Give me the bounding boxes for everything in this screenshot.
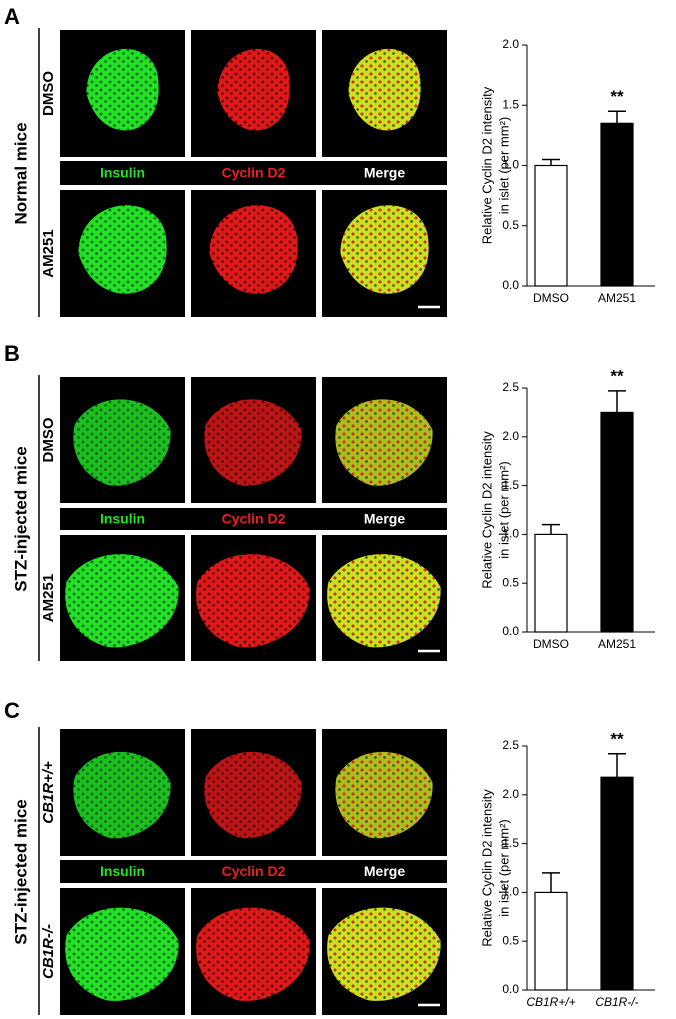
y-tick-label: 0.0 bbox=[502, 624, 519, 638]
y-tick-label: 1.0 bbox=[502, 527, 519, 541]
y-tick-label: 2.5 bbox=[502, 380, 519, 394]
bar bbox=[534, 533, 568, 633]
y-tick-label: 2.0 bbox=[502, 429, 519, 443]
x-tick-label: DMSO bbox=[533, 291, 569, 305]
bar bbox=[534, 164, 568, 287]
row-label: DMSO bbox=[40, 71, 57, 116]
y-tick-label: 1.5 bbox=[502, 478, 519, 492]
group-label: STZ-injected mice bbox=[11, 446, 30, 591]
islet-texture bbox=[209, 205, 298, 294]
row-label: CB1R+/+ bbox=[40, 761, 57, 824]
y-tick-label: 0.5 bbox=[502, 933, 519, 947]
channel-label: Cyclin D2 bbox=[222, 165, 286, 181]
y-tick-label: 2.0 bbox=[502, 787, 519, 801]
y-tick-label: 2.5 bbox=[502, 738, 519, 752]
islet-texture bbox=[217, 48, 290, 131]
channel-bar bbox=[60, 161, 447, 185]
islet-texture bbox=[348, 48, 421, 131]
y-axis-title: Relative Cyclin D2 intensity bbox=[479, 789, 494, 947]
islet-texture bbox=[86, 48, 159, 131]
islet-texture bbox=[204, 751, 302, 839]
islet-texture bbox=[327, 907, 441, 1001]
islet-texture bbox=[335, 751, 433, 839]
islet-texture bbox=[335, 399, 433, 486]
significance: ** bbox=[610, 87, 624, 106]
islet-texture bbox=[196, 907, 310, 1001]
y-axis-title: Relative Cyclin D2 intensity bbox=[479, 86, 494, 244]
islet-texture bbox=[340, 205, 429, 294]
channel-bar bbox=[60, 508, 447, 530]
channel-label: Cyclin D2 bbox=[222, 511, 286, 527]
channel-label: Merge bbox=[364, 863, 405, 879]
y-axis-title: in islet (per mm²) bbox=[496, 461, 511, 559]
channel-bar bbox=[60, 860, 447, 883]
channel-label: Cyclin D2 bbox=[222, 863, 286, 879]
group-label: STZ-injected mice bbox=[11, 799, 30, 944]
channel-label: Merge bbox=[364, 511, 405, 527]
x-tick-label: AM251 bbox=[598, 291, 636, 305]
bar bbox=[534, 891, 568, 991]
channel-label: Merge bbox=[364, 165, 405, 181]
y-tick-label: 1.0 bbox=[502, 158, 519, 172]
islet-texture bbox=[327, 554, 441, 648]
channel-label: Insulin bbox=[100, 511, 145, 527]
bar bbox=[600, 411, 634, 633]
x-tick-label: CB1R+/+ bbox=[526, 995, 575, 1009]
significance: ** bbox=[610, 729, 624, 748]
row-label: AM251 bbox=[40, 229, 57, 277]
bar bbox=[600, 776, 634, 991]
channel-label: Insulin bbox=[100, 165, 145, 181]
y-tick-label: 0.5 bbox=[502, 575, 519, 589]
x-tick-label: AM251 bbox=[598, 637, 636, 651]
y-tick-label: 0.0 bbox=[502, 278, 519, 292]
panel-letter: A bbox=[4, 4, 20, 29]
x-tick-label: CB1R-/- bbox=[595, 995, 638, 1009]
islet-texture bbox=[78, 205, 167, 294]
y-tick-label: 1.0 bbox=[502, 885, 519, 899]
x-tick-label: DMSO bbox=[533, 637, 569, 651]
group-label: Normal mice bbox=[11, 122, 30, 224]
islet-texture bbox=[65, 554, 179, 648]
panel-letter: B bbox=[4, 341, 20, 366]
y-axis-title: Relative Cyclin D2 intensity bbox=[479, 431, 494, 589]
significance: ** bbox=[610, 366, 624, 385]
y-tick-label: 2.0 bbox=[502, 37, 519, 51]
row-label: AM251 bbox=[40, 574, 57, 622]
y-axis-title: in islet (per mm²) bbox=[496, 117, 511, 215]
islet-texture bbox=[73, 751, 171, 839]
islet-texture bbox=[73, 399, 171, 486]
row-label: DMSO bbox=[40, 417, 57, 462]
channel-label: Insulin bbox=[100, 863, 145, 879]
islet-texture bbox=[196, 554, 310, 648]
panel-letter: C bbox=[4, 698, 20, 723]
y-axis-title: in islet (per mm²) bbox=[496, 819, 511, 917]
y-tick-label: 0.0 bbox=[502, 982, 519, 996]
y-tick-label: 1.5 bbox=[502, 97, 519, 111]
bar bbox=[600, 122, 634, 287]
row-label: CB1R-/- bbox=[40, 924, 57, 979]
islet-texture bbox=[65, 907, 179, 1001]
y-tick-label: 1.5 bbox=[502, 836, 519, 850]
y-tick-label: 0.5 bbox=[502, 218, 519, 232]
islet-texture bbox=[204, 399, 302, 486]
